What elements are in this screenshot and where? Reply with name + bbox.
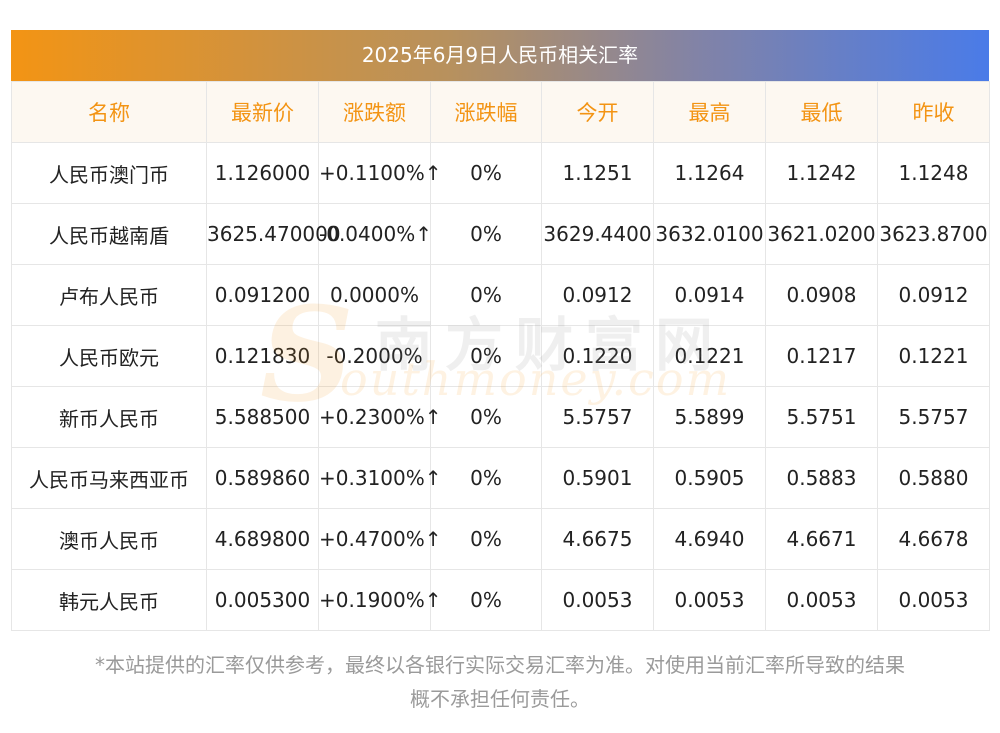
cell-high: 0.1221 [653, 325, 766, 387]
header-row: 名称 最新价 涨跌额 涨跌幅 今开 最高 最低 昨收 [11, 81, 990, 143]
cell-prev-close: 0.0053 [877, 569, 990, 631]
cell-change: -0.0400%↑ [318, 203, 432, 265]
cell-open: 3629.4400 [541, 203, 654, 265]
cell-change: +0.3100%↑ [318, 447, 442, 509]
cell-low: 0.1217 [765, 325, 878, 387]
cell-open: 0.0053 [541, 569, 654, 631]
column-header-latest: 最新价 [206, 81, 319, 143]
cell-pct: 0% [430, 142, 542, 204]
cell-change: +0.4700%↑ [318, 508, 442, 570]
table-row: 人民币马来西亚币 0.589860 +0.3100%↑ 0% 0.5901 0.… [11, 447, 990, 509]
table-row: 人民币欧元 0.121830 -0.2000% 0% 0.1220 0.1221… [11, 325, 990, 387]
cell-prev-close: 0.1221 [877, 325, 990, 387]
column-header-name: 名称 [11, 81, 207, 143]
cell-prev-close: 4.6678 [877, 508, 990, 570]
cell-name: 韩元人民币 [11, 569, 207, 631]
cell-name: 人民币澳门币 [11, 142, 207, 204]
cell-low: 0.0053 [765, 569, 878, 631]
cell-pct: 0% [430, 386, 542, 448]
cell-latest: 1.126000 [206, 142, 319, 204]
cell-low: 1.1242 [765, 142, 878, 204]
cell-change: +0.1100%↑ [318, 142, 442, 204]
cell-pct: 0% [430, 569, 542, 631]
column-header-prev-close: 昨收 [877, 81, 990, 143]
cell-latest: 5.588500 [206, 386, 319, 448]
cell-open: 0.1220 [541, 325, 654, 387]
cell-low: 4.6671 [765, 508, 878, 570]
cell-name: 澳币人民币 [11, 508, 207, 570]
column-header-low: 最低 [765, 81, 878, 143]
cell-change: -0.2000% [318, 325, 431, 387]
table-row: 韩元人民币 0.005300 +0.1900%↑ 0% 0.0053 0.005… [11, 569, 990, 631]
table-row: 人民币越南盾 3625.470000 -0.0400%↑ 0% 3629.440… [11, 203, 990, 265]
cell-low: 0.5883 [765, 447, 878, 509]
cell-prev-close: 0.5880 [877, 447, 990, 509]
cell-high: 5.5899 [653, 386, 766, 448]
table-row: 澳币人民币 4.689800 +0.4700%↑ 0% 4.6675 4.694… [11, 508, 990, 570]
cell-name: 人民币越南盾 [11, 203, 207, 265]
cell-pct: 0% [430, 264, 542, 326]
column-header-open: 今开 [541, 81, 654, 143]
cell-name: 人民币马来西亚币 [11, 447, 207, 509]
column-header-pct: 涨跌幅 [430, 81, 542, 143]
column-header-change: 涨跌额 [318, 81, 431, 143]
table-row: 人民币澳门币 1.126000 +0.1100%↑ 0% 1.1251 1.12… [11, 142, 990, 204]
cell-high: 1.1264 [653, 142, 766, 204]
cell-open: 5.5757 [541, 386, 654, 448]
cell-change: +0.1900%↑ [318, 569, 442, 631]
cell-name: 人民币欧元 [11, 325, 207, 387]
cell-latest: 0.589860 [206, 447, 319, 509]
disclaimer-line-2: 概不承担任何责任。 [410, 687, 590, 711]
cell-high: 4.6940 [653, 508, 766, 570]
cell-latest: 0.005300 [206, 569, 319, 631]
cell-prev-close: 1.1248 [877, 142, 990, 204]
disclaimer-footnote: *本站提供的汇率仅供参考，最终以各银行实际交易汇率为准。对使用当前汇率所导致的结… [11, 648, 989, 716]
cell-pct: 0% [430, 508, 542, 570]
cell-open: 0.5901 [541, 447, 654, 509]
cell-name: 卢布人民币 [11, 264, 207, 326]
cell-prev-close: 5.5757 [877, 386, 990, 448]
disclaimer-line-1: *本站提供的汇率仅供参考，最终以各银行实际交易汇率为准。对使用当前汇率所导致的结… [95, 653, 905, 677]
cell-pct: 0% [430, 447, 542, 509]
table-row: 卢布人民币 0.091200 0.0000% 0% 0.0912 0.0914 … [11, 264, 990, 326]
cell-change: +0.2300%↑ [318, 386, 442, 448]
cell-change: 0.0000% [318, 264, 431, 326]
cell-high: 0.5905 [653, 447, 766, 509]
cell-low: 0.0908 [765, 264, 878, 326]
cell-pct: 0% [430, 325, 542, 387]
cell-low: 5.5751 [765, 386, 878, 448]
cell-latest: 3625.470000 [206, 203, 341, 265]
cell-latest: 0.091200 [206, 264, 319, 326]
cell-latest: 4.689800 [206, 508, 319, 570]
cell-name: 新币人民币 [11, 386, 207, 448]
column-header-high: 最高 [653, 81, 766, 143]
exchange-rate-table: 名称 最新价 涨跌额 涨跌幅 今开 最高 最低 昨收 人民币澳门币 1.1260… [11, 81, 990, 631]
cell-latest: 0.121830 [206, 325, 319, 387]
cell-open: 0.0912 [541, 264, 654, 326]
cell-high: 3632.0100 [653, 203, 766, 265]
table-row: 新币人民币 5.588500 +0.2300%↑ 0% 5.5757 5.589… [11, 386, 990, 448]
cell-prev-close: 3623.8700 [877, 203, 990, 265]
cell-high: 0.0053 [653, 569, 766, 631]
cell-prev-close: 0.0912 [877, 264, 990, 326]
cell-high: 0.0914 [653, 264, 766, 326]
cell-pct: 0% [430, 203, 542, 265]
cell-open: 4.6675 [541, 508, 654, 570]
cell-open: 1.1251 [541, 142, 654, 204]
cell-low: 3621.0200 [765, 203, 878, 265]
table-title: 2025年6月9日人民币相关汇率 [11, 30, 989, 81]
